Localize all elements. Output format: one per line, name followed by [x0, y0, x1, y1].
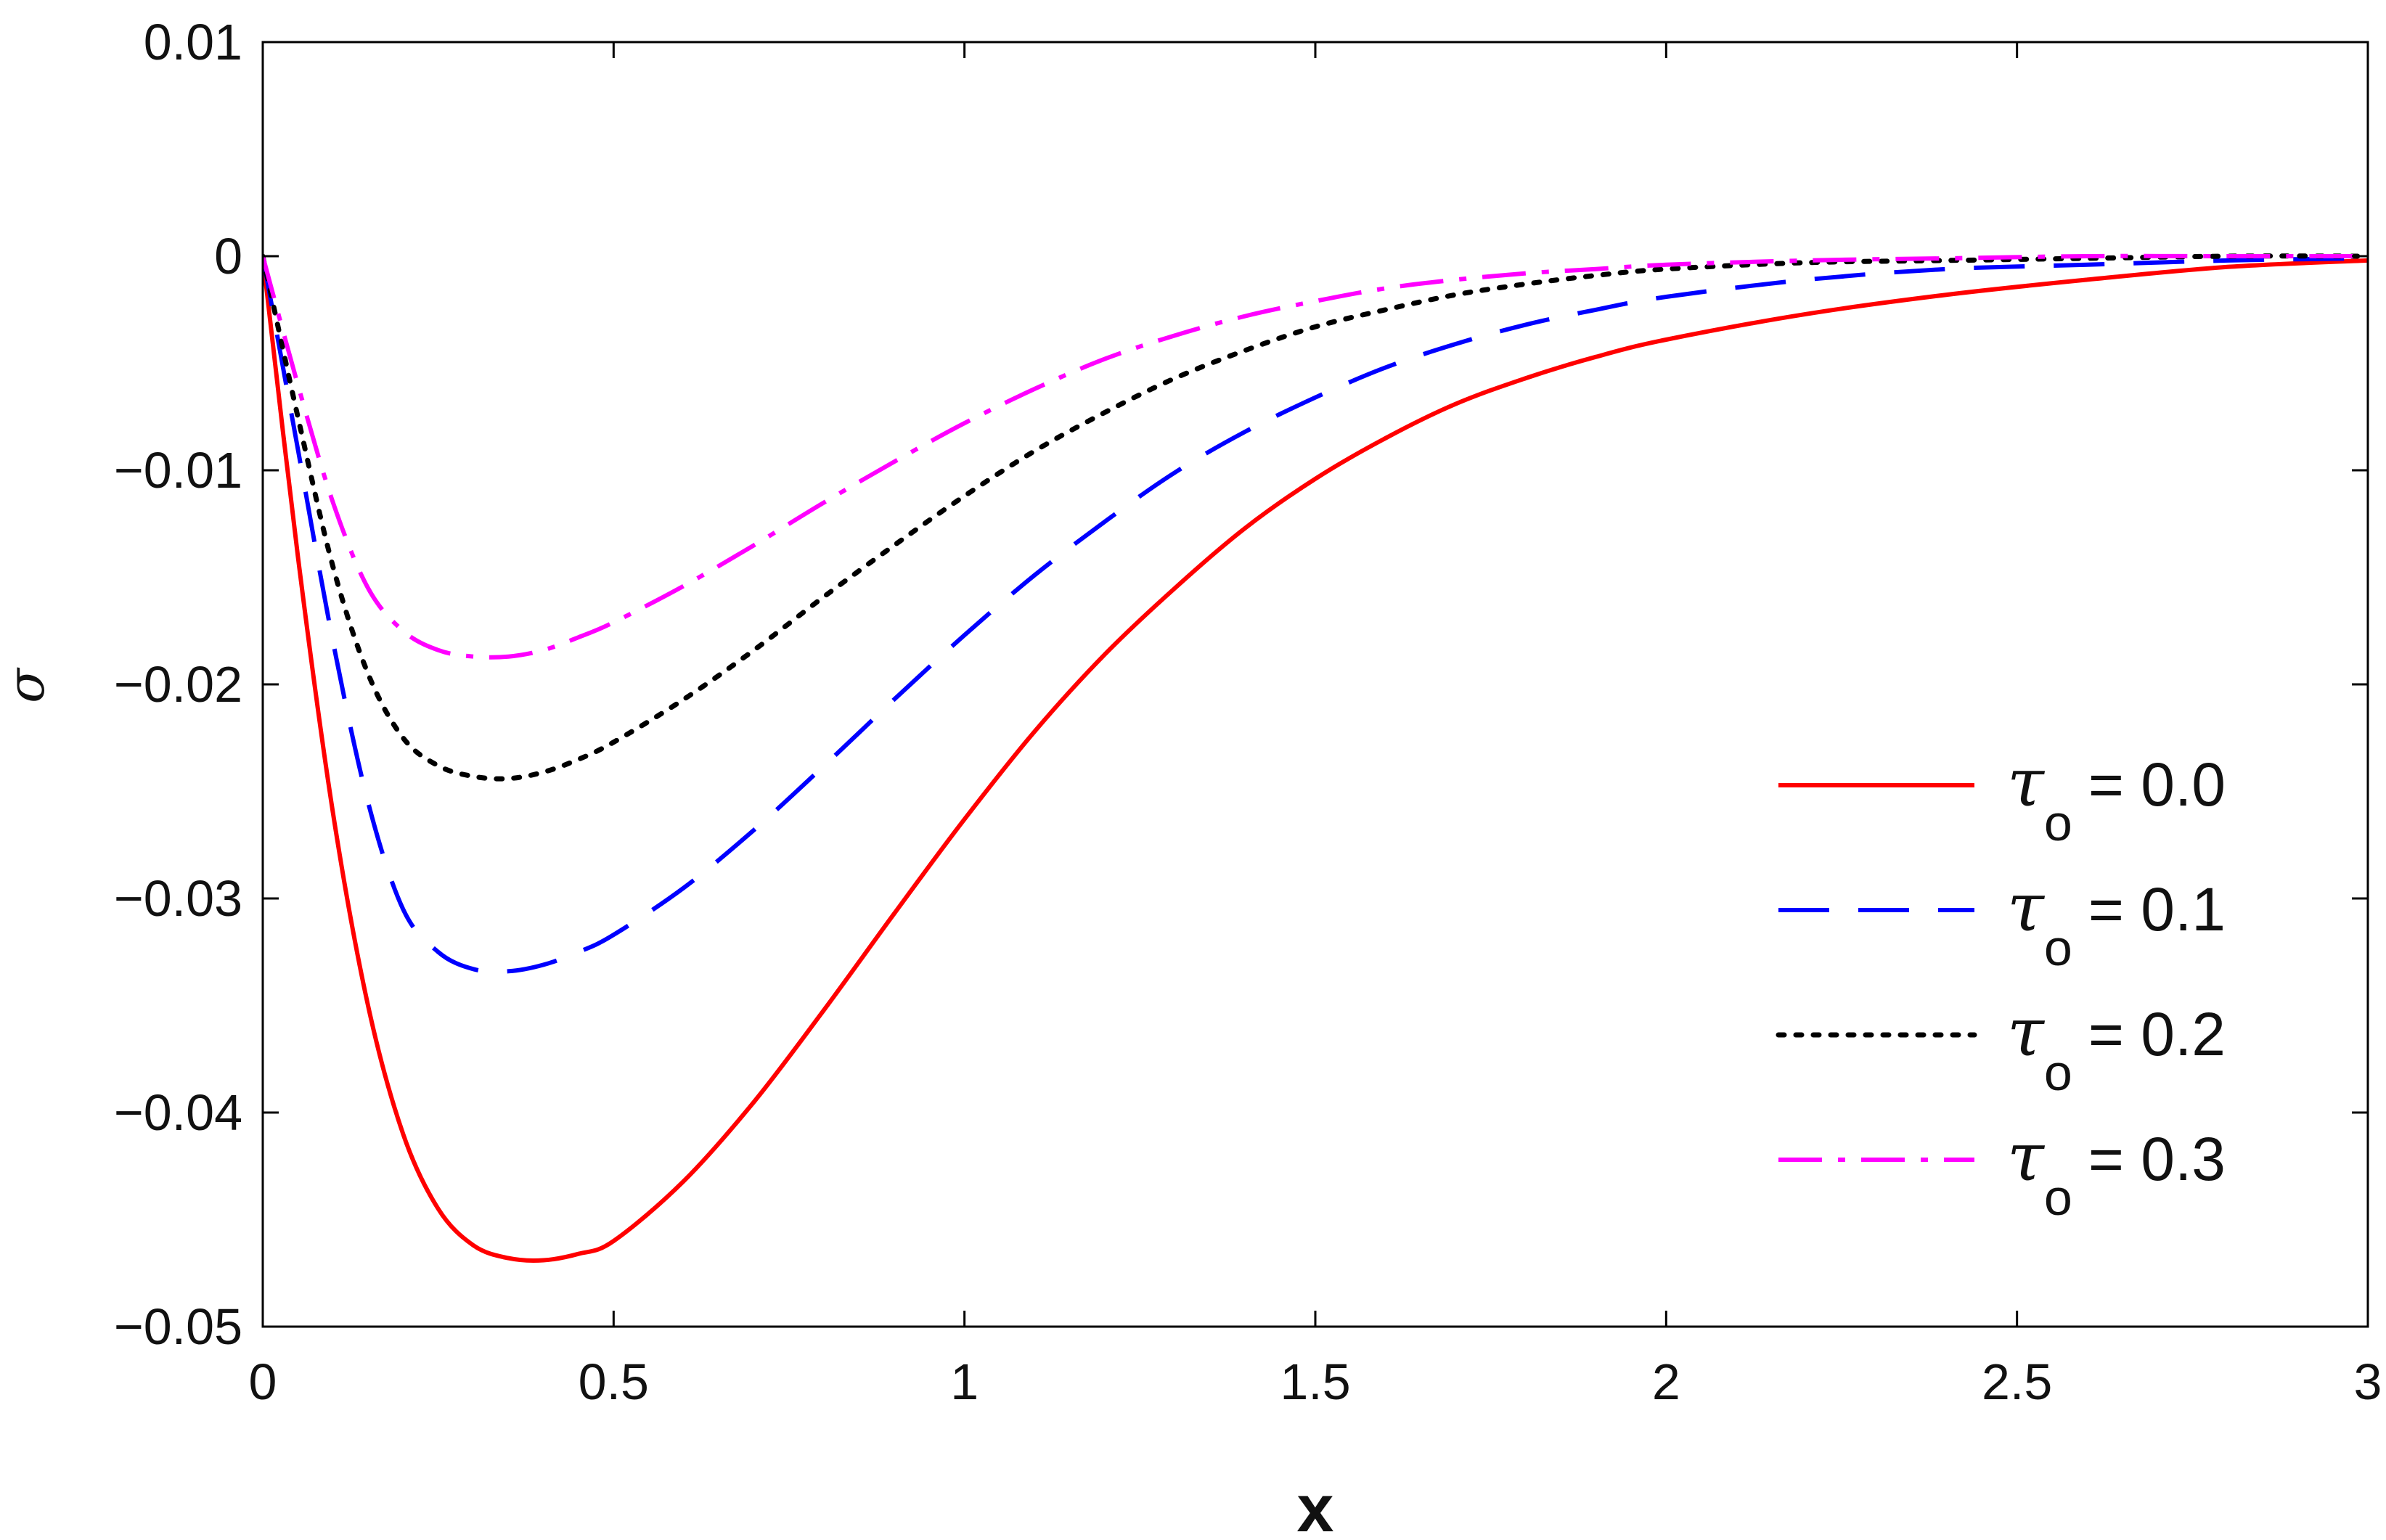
series-line-0 — [263, 255, 2368, 1263]
y-tick-label: 0 — [214, 228, 242, 284]
x-tick-label: 2.5 — [1982, 1353, 2052, 1410]
legend-symbol: τ — [2007, 744, 2046, 822]
series-line-1 — [263, 255, 2368, 974]
x-tick-label: 1.5 — [1280, 1353, 1350, 1410]
y-axis-title: σ — [0, 667, 56, 703]
series-line-3 — [263, 253, 2368, 660]
legend-symbol: τ — [2007, 994, 2046, 1071]
series-line-2 — [263, 253, 2368, 782]
legend-subscript: o — [2044, 1044, 2072, 1101]
x-axis-title: x — [1296, 1472, 1333, 1540]
legend-label-1: τo = 0.1 — [2007, 869, 2226, 976]
y-tick-label: −0.04 — [114, 1084, 242, 1141]
legend-value: = 0.1 — [2088, 875, 2226, 943]
legend-value: = 0.2 — [2088, 1000, 2226, 1068]
legend-value: = 0.0 — [2088, 750, 2226, 819]
x-tick-label: 0.5 — [579, 1353, 649, 1410]
y-tick-label: −0.02 — [114, 656, 242, 713]
series-layer — [263, 253, 2368, 1263]
legend-subscript: o — [2044, 795, 2072, 851]
plot-frame — [261, 41, 2369, 1328]
y-tick-label: −0.03 — [114, 870, 242, 927]
legend-label-2: τo = 0.2 — [2007, 994, 2226, 1101]
x-tick-label: 0 — [249, 1353, 277, 1410]
legend-label-0: τo = 0.0 — [2007, 744, 2226, 851]
legend: τo= 0.0τo= 0.1τo= 0.2τo= 0.3 — [1776, 744, 2226, 1226]
y-tick-label: 0.01 — [144, 14, 242, 70]
y-axis-ticks: 0.01 0 −0.01 −0.02 −0.03 −0.04 −0.05 — [114, 14, 2368, 1355]
x-tick-label: 1 — [950, 1353, 978, 1410]
legend-subscript: o — [2044, 1169, 2072, 1226]
x-tick-label: 3 — [2354, 1353, 2382, 1410]
x-axis-ticks: 0 0.5 1 1.5 2 2.5 3 — [249, 42, 2382, 1410]
legend-subscript: o — [2044, 920, 2072, 976]
legend-value: = 0.3 — [2088, 1125, 2226, 1193]
plot-area — [261, 41, 2369, 1328]
x-tick-label: 2 — [1652, 1353, 1680, 1410]
y-tick-label: −0.05 — [114, 1298, 242, 1355]
legend-label-3: τo = 0.3 — [2007, 1118, 2226, 1226]
y-tick-label: −0.01 — [114, 442, 242, 499]
legend-symbol: τ — [2007, 869, 2046, 946]
legend-symbol: τ — [2007, 1118, 2046, 1196]
